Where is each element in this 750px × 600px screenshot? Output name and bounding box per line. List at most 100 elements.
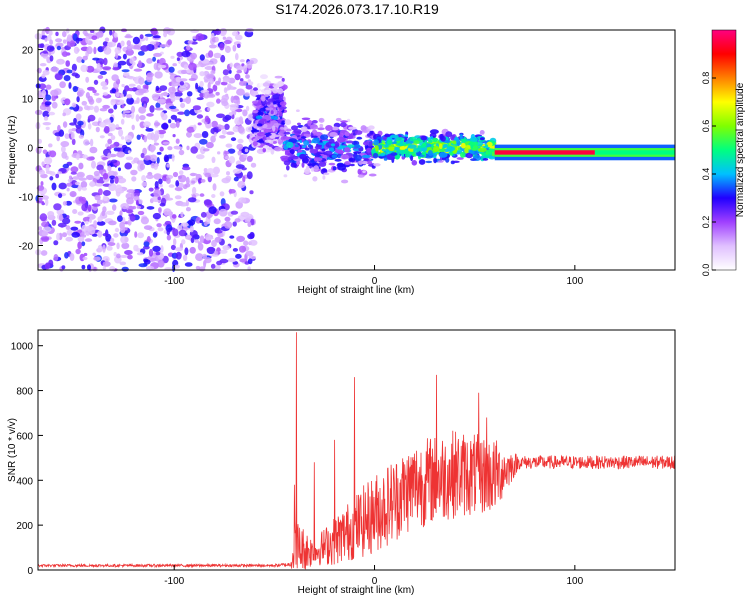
spectrogram-cell <box>373 163 381 167</box>
spectrogram-cell <box>244 148 249 153</box>
spectrogram-cell <box>85 220 89 225</box>
spectrogram-cell <box>156 157 160 164</box>
spectrogram-cell <box>108 183 117 192</box>
spectrogram-cell <box>140 96 150 105</box>
spectrogram-cell <box>367 125 375 130</box>
spectrogram-cell <box>249 239 258 246</box>
spectrogram-cell <box>53 240 59 246</box>
spectrogram-cell <box>460 138 467 143</box>
spectrogram-cell <box>386 136 393 142</box>
spectrogram-cell <box>145 35 149 41</box>
spectrogram-cell <box>195 33 205 42</box>
spectrogram-cell <box>76 56 83 63</box>
spectrogram-cell <box>347 144 355 149</box>
spectrogram-cell <box>155 251 161 256</box>
snr-y-tick-label: 600 <box>16 431 33 442</box>
spectrogram-cell <box>153 173 162 180</box>
spectrogram-cell <box>175 138 180 144</box>
spectrogram-cell <box>163 31 168 38</box>
spectrogram-cell <box>62 112 66 117</box>
spectrogram-cell <box>83 252 88 257</box>
spectrogram-cell <box>81 231 85 235</box>
spectrogram-cell <box>85 76 90 83</box>
spectrogram-cell <box>125 75 134 79</box>
spectrogram-cell <box>222 69 229 76</box>
spectrogram-cell <box>238 197 247 204</box>
snr-x-label: Height of straight line (km) <box>298 585 415 596</box>
spectrogram-cell <box>71 63 77 72</box>
spectrogram-cell <box>137 252 144 256</box>
spectrogram-cell <box>367 160 373 165</box>
spectrogram-cell <box>113 171 118 177</box>
spectrogram-cell <box>264 93 269 97</box>
spectrogram-cell <box>81 264 86 270</box>
colorbar: 0.0 0.2 0.4 0.6 0.8 Normalized spectral ampl… <box>701 29 746 276</box>
spectrogram-cell <box>207 107 211 111</box>
spectrogram-cell <box>228 69 232 74</box>
spectrogram-cell <box>96 199 103 205</box>
spectrogram-cell <box>57 222 67 228</box>
spectrogram-cell <box>66 34 72 42</box>
spectrogram-y-tick-label: -10 <box>19 193 34 204</box>
spectrogram-cell <box>349 163 355 167</box>
spectrogram-cell <box>178 86 187 92</box>
spectrogram-cell <box>320 134 329 141</box>
spectrogram-cell <box>290 156 299 160</box>
spectrogram-cell <box>222 78 231 83</box>
spectrogram-cell <box>101 157 108 160</box>
spectrogram-cell <box>247 258 253 265</box>
spectrogram-cell <box>55 31 59 37</box>
spectrogram-cell <box>232 221 237 227</box>
spectrogram-cell <box>102 173 109 180</box>
spectrogram-cell <box>214 236 222 243</box>
spectrogram-cell <box>213 132 217 137</box>
spectrogram-cell <box>216 98 221 104</box>
spectrogram-cell <box>65 225 71 231</box>
spectrogram-tone-tail <box>594 150 675 155</box>
spectrogram-cell <box>174 247 184 252</box>
spectrogram-cell <box>437 160 444 163</box>
spectrogram-cell <box>263 89 272 95</box>
spectrogram-cell <box>184 109 190 117</box>
spectrogram-cell <box>243 64 247 73</box>
spectrogram-cell <box>236 235 246 242</box>
spectrogram-cell <box>179 202 188 207</box>
spectrogram-cell <box>244 92 250 97</box>
spectrogram-cell <box>220 54 226 63</box>
spectrogram-cell <box>218 208 228 217</box>
spectrogram-cell <box>161 123 169 130</box>
spectrogram-cell <box>116 151 125 158</box>
spectrogram-cell <box>227 148 236 154</box>
spectrogram-cell <box>469 140 479 146</box>
spectrogram-cell <box>58 193 63 199</box>
spectrogram-cell <box>193 124 197 131</box>
spectrogram-cell <box>176 51 184 57</box>
spectrogram-cell <box>477 147 487 153</box>
spectrogram-cell <box>96 66 103 71</box>
spectrogram-cell <box>77 185 82 192</box>
spectrogram-cell <box>491 151 496 157</box>
spectrogram-cell <box>129 57 134 64</box>
spectrogram-cell <box>203 168 208 173</box>
spectrogram-cell <box>333 122 341 128</box>
spectrogram-cell <box>156 151 162 155</box>
spectrogram-cell <box>80 181 88 188</box>
spectrogram-cell <box>102 104 110 109</box>
spectrogram-cell <box>87 114 96 122</box>
spectrogram-cell <box>262 145 270 149</box>
spectrogram-cell <box>143 245 150 250</box>
spectrogram-cell <box>299 153 307 160</box>
spectrogram-cell <box>144 33 154 37</box>
spectrogram-cell <box>138 37 146 42</box>
spectrogram-cell <box>239 59 245 63</box>
spectrogram-cell <box>346 140 354 144</box>
spectrogram-cell <box>150 132 155 141</box>
spectrogram-cell <box>149 154 158 162</box>
spectrogram-cell <box>110 98 116 106</box>
spectrogram-cell <box>189 246 196 254</box>
spectrogram-cell <box>132 36 140 45</box>
spectrogram-cell <box>180 222 189 227</box>
spectrogram-cell <box>211 239 217 248</box>
spectrogram-cell <box>413 140 420 145</box>
